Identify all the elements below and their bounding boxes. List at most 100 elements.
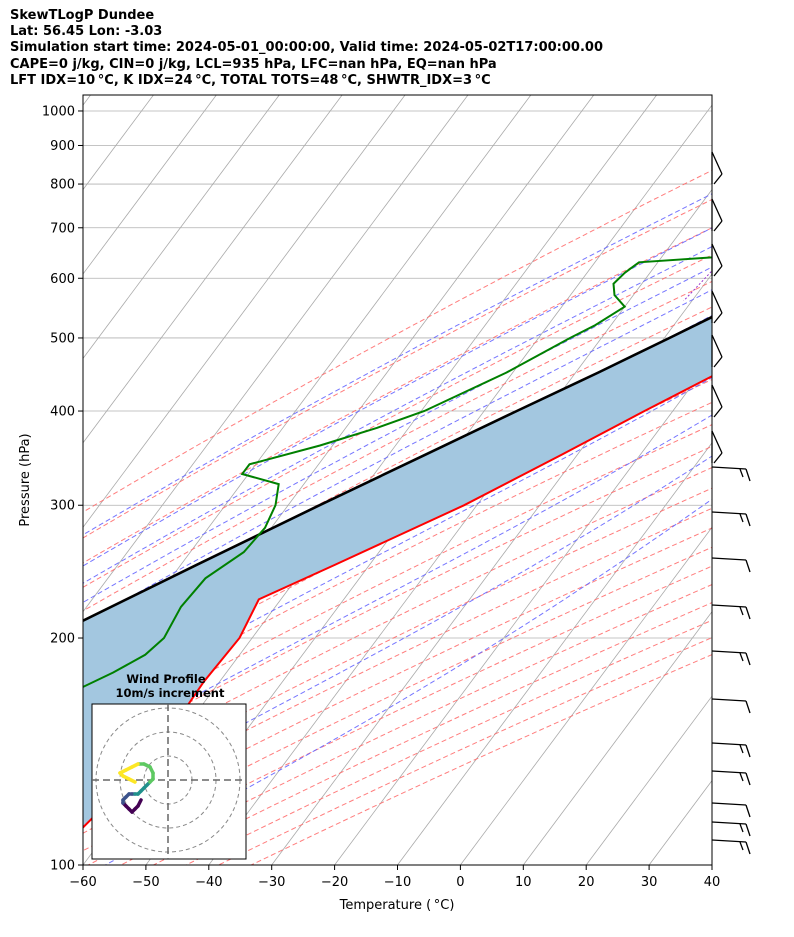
barb-feather	[739, 772, 744, 782]
barb-staff	[711, 770, 747, 774]
wind-barb	[711, 466, 751, 482]
dry-adiabat	[83, 280, 712, 612]
index-line: LFT IDX=10 °C, K IDX=24 °C, TOTAL TOTS=4…	[10, 72, 491, 88]
barb-flag	[713, 220, 723, 232]
barb-feather	[745, 559, 751, 573]
wind-barb	[711, 243, 723, 277]
barb-staff	[711, 698, 747, 702]
barb-flag	[713, 312, 723, 324]
dry-adiabat	[83, 546, 712, 852]
x-tick-label: −50	[132, 875, 159, 890]
barb-feather	[745, 652, 751, 666]
barb-staff	[711, 511, 747, 515]
barb-feather	[745, 700, 751, 714]
wind-barb	[711, 430, 723, 464]
barb-feather	[745, 841, 751, 855]
y-tick-label: 200	[50, 632, 75, 647]
wind-barb	[711, 770, 751, 786]
barb-feather	[739, 513, 744, 523]
wind-barb	[711, 557, 751, 573]
barb-staff	[711, 839, 747, 843]
isotherm--30	[271, 273, 712, 865]
barb-staff	[711, 742, 747, 746]
inset-title: Wind Profile	[126, 672, 206, 686]
isotherm--120	[83, 95, 280, 360]
wind-barb	[711, 151, 723, 185]
barb-staff	[711, 604, 747, 608]
location-line: Lat: 56.45 Lon: -3.03	[10, 24, 163, 40]
barb-flag	[711, 334, 723, 358]
temperature-line	[83, 375, 712, 829]
barb-staff	[711, 821, 747, 825]
isotherm--80	[83, 95, 532, 697]
moist-adiabat	[83, 193, 712, 536]
isotherm-30	[648, 779, 712, 865]
moist-adiabat	[83, 289, 712, 625]
y-tick-label: 100	[50, 859, 75, 874]
y-tick-label: 300	[50, 499, 75, 514]
x-tick-label: −40	[195, 875, 222, 890]
y-tick-label: 500	[50, 331, 75, 346]
inset-subtitle: 10m/s increment	[116, 686, 225, 700]
wind-barb	[711, 198, 723, 232]
moist-adiabat	[83, 266, 712, 603]
y-tick-label: 700	[50, 221, 75, 236]
wind-barb	[711, 384, 723, 418]
barb-flag	[711, 151, 723, 175]
wind-barbs	[711, 151, 751, 855]
isotherm--150	[83, 95, 91, 106]
dry-adiabat	[83, 527, 712, 834]
isotherm-10	[522, 611, 712, 865]
barb-flag	[713, 356, 723, 368]
moist-adiabat	[83, 227, 712, 567]
y-tick-label: 800	[50, 178, 75, 193]
chart-lines	[83, 95, 712, 865]
x-tick-label: 10	[515, 875, 532, 890]
barb-flag	[713, 406, 723, 418]
barb-feather	[739, 744, 744, 754]
barb-feather	[745, 744, 751, 758]
wind-barb	[711, 290, 723, 324]
barb-feather	[745, 513, 751, 527]
isotherm--100	[83, 95, 406, 528]
y-tick-label: 900	[50, 139, 75, 154]
dry-adiabat	[83, 445, 712, 760]
dry-adiabat	[83, 254, 712, 588]
isotherm-40	[711, 864, 712, 865]
barb-feather	[745, 823, 751, 837]
dewpoint-line	[83, 256, 712, 689]
wind-barb	[711, 742, 751, 758]
wind-barb	[711, 821, 751, 837]
barb-feather	[745, 468, 751, 482]
wind-barb	[711, 698, 751, 714]
y-axis-label: Pressure (hPa)	[18, 433, 33, 526]
barb-staff	[711, 802, 747, 806]
x-axis-label: Temperature ( °C)	[339, 898, 455, 913]
barb-staff	[711, 466, 747, 470]
isotherm--110	[83, 95, 343, 444]
dry-adiabat	[83, 487, 712, 798]
hodograph-segment	[127, 777, 137, 784]
barb-flag	[711, 198, 723, 222]
barb-feather	[745, 606, 751, 620]
x-tick-label: −60	[69, 875, 96, 890]
barb-feather	[739, 606, 744, 616]
cin-cape-shading	[83, 317, 712, 828]
barb-flag	[713, 173, 723, 185]
y-tick-label: 1000	[42, 104, 75, 119]
cape-line: CAPE=0 j/kg, CIN=0 j/kg, LCL=935 hPa, LF…	[10, 56, 497, 72]
wind-barb	[711, 334, 723, 368]
barb-staff	[711, 650, 747, 654]
inset-frame	[91, 703, 247, 860]
barb-flag	[711, 243, 723, 267]
barb-flag	[713, 452, 723, 464]
barb-staff	[711, 557, 747, 561]
barb-feather	[745, 804, 751, 818]
isotherm-20	[585, 695, 712, 865]
chart-axes: −60 −50 −40 −30 −20 −10 0 10 20 30 40 1000 900 800 700…	[42, 104, 720, 890]
isotherm--90	[83, 95, 469, 613]
chart-header: SkewTLogP Dundee Lat: 56.45 Lon: -3.03 S…	[10, 8, 603, 89]
x-tick-label: −10	[384, 875, 411, 890]
isotherm--10	[397, 442, 712, 865]
